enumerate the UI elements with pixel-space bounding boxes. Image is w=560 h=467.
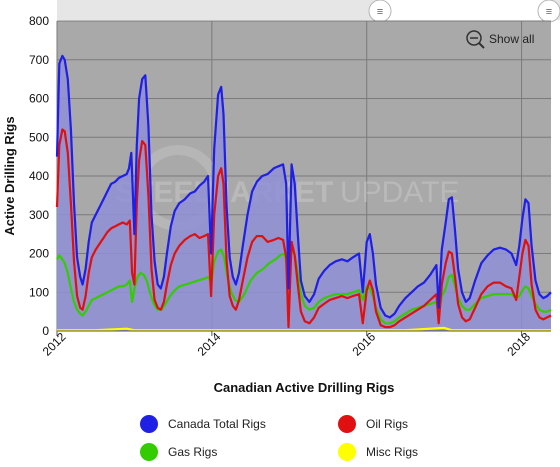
series-line-canada-total-rigs[interactable] <box>55 54 552 319</box>
legend-item-oil[interactable]: Oil Rigs <box>338 415 408 433</box>
show-all-button[interactable]: Show all <box>466 30 534 49</box>
y-tick-label: 300 <box>29 208 49 222</box>
y-tick-label: 500 <box>29 130 49 144</box>
y-tick-label: 100 <box>29 285 49 299</box>
x-tick-label: 2014 <box>195 330 224 359</box>
x-tick-label: 2018 <box>504 330 533 359</box>
legend-label: Canada Total Rigs <box>168 417 266 431</box>
x-axis-title: Canadian Active Drilling Rigs <box>214 380 395 395</box>
legend-label: Gas Rigs <box>168 445 218 459</box>
x-tick-label: 2016 <box>349 330 378 359</box>
y-tick-label: 200 <box>29 247 49 261</box>
y-axis-title: Active Drilling Rigs <box>2 116 17 235</box>
y-axis: 0 100 200 300 400 500 600 700 800 <box>29 14 49 338</box>
series-area-canada-total-rigs <box>57 55 551 332</box>
legend-swatch <box>140 443 158 461</box>
legend-swatch <box>338 443 356 461</box>
legend-label: Oil Rigs <box>366 417 409 431</box>
y-tick-label: 600 <box>29 92 49 106</box>
legend-item-gas[interactable]: Gas Rigs <box>140 443 217 461</box>
range-handle-left-glyph: ≡ <box>377 6 383 18</box>
y-tick-label: 800 <box>29 14 49 28</box>
series-line-oil-rigs[interactable] <box>55 128 552 329</box>
svg-text:UPDATE: UPDATE <box>340 176 459 209</box>
legend-swatch <box>338 415 356 433</box>
y-tick-label: 400 <box>29 169 49 183</box>
series-line-misc-rigs[interactable] <box>57 326 551 332</box>
range-navigator-selection[interactable] <box>380 0 550 20</box>
range-handle-right[interactable]: ≡ <box>537 0 560 23</box>
legend-swatch <box>140 415 158 433</box>
legend-item-canada-total[interactable]: Canada Total Rigs <box>140 415 266 433</box>
series-layer <box>55 54 552 332</box>
x-axis: 2012 2014 2016 2018 <box>40 330 551 359</box>
y-tick-label: 0 <box>42 324 49 338</box>
range-handle-left[interactable]: ≡ <box>368 0 392 23</box>
legend-item-misc[interactable]: Misc Rigs <box>338 443 418 461</box>
legend-label: Misc Rigs <box>366 445 419 459</box>
show-all-label: Show all <box>489 32 534 46</box>
zoom-out-icon <box>466 30 482 46</box>
y-tick-label: 700 <box>29 53 49 67</box>
range-handle-right-glyph: ≡ <box>546 6 552 18</box>
